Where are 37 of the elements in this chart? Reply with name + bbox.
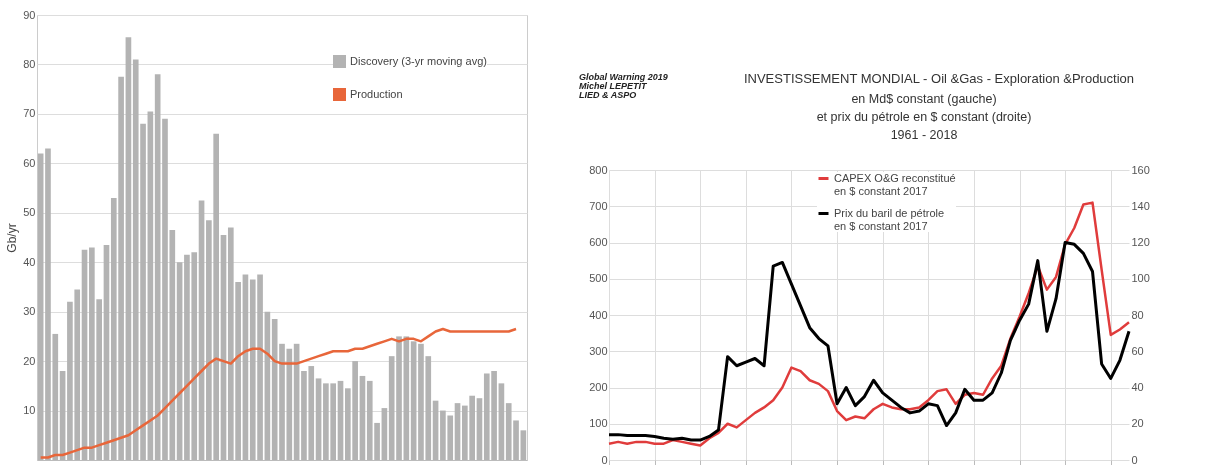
- y-tick-label: 50: [23, 206, 36, 219]
- y-tick-label: 80: [23, 57, 36, 70]
- y-tick-label: 30: [23, 305, 36, 318]
- y2-tick-label: 140: [1131, 199, 1150, 212]
- y2-tick-label: 40: [1131, 381, 1144, 393]
- y-tick-label: 0: [601, 453, 608, 465]
- legend-label: Discovery (3-yr moving avg): [350, 54, 487, 67]
- y-tick-label: 100: [589, 417, 608, 430]
- y-tick-label: 600: [589, 236, 608, 248]
- y-tick-label: 500: [589, 272, 608, 285]
- y2-tick-label: 160: [1131, 163, 1150, 176]
- y2-tick-label: 120: [1131, 236, 1150, 248]
- y2-tick-label: 60: [1131, 344, 1144, 357]
- y-tick-label: 20: [23, 354, 36, 367]
- legend-label: Production: [350, 87, 403, 100]
- y-tick-label: 200: [589, 381, 608, 393]
- chart-subtitle: en Md$ constant (gauche) et prix du pétrole en $ constant (droite) 1961 - 2018: [816, 92, 1032, 142]
- legend-label: Prix du baril de pétrole en $ constant 2017: [834, 206, 945, 232]
- line-series: [607, 241, 1131, 442]
- y2-tick-label: 80: [1131, 308, 1144, 321]
- legend-label: CAPEX O&G reconstitué en $ constant 2017: [834, 171, 956, 197]
- y-tick-label: 800: [589, 163, 608, 176]
- y-tick-label: 40: [23, 255, 36, 268]
- line-series: [39, 327, 518, 459]
- y2-tick-label: 0: [1131, 453, 1138, 465]
- y-tick-label: 700: [589, 199, 608, 212]
- y-tick-label: 10: [23, 404, 36, 417]
- y-tick-label: 90: [23, 8, 36, 21]
- y-tick-label: 300: [589, 344, 608, 357]
- y-tick-label: 400: [589, 308, 608, 321]
- y-tick-label: 70: [23, 107, 36, 120]
- y2-tick-label: 100: [1131, 272, 1150, 285]
- y2-tick-label: 20: [1131, 417, 1144, 430]
- chart-title: INVESTISSEMENT MONDIAL - Oil &Gas - Exploration &Production: [743, 71, 1135, 86]
- y-tick-label: 60: [23, 156, 36, 169]
- y-axis-title: Gb/yr: [5, 223, 20, 253]
- text: Global Warning 2019 Michel LEPETIT LIED & ASPO: [579, 72, 668, 100]
